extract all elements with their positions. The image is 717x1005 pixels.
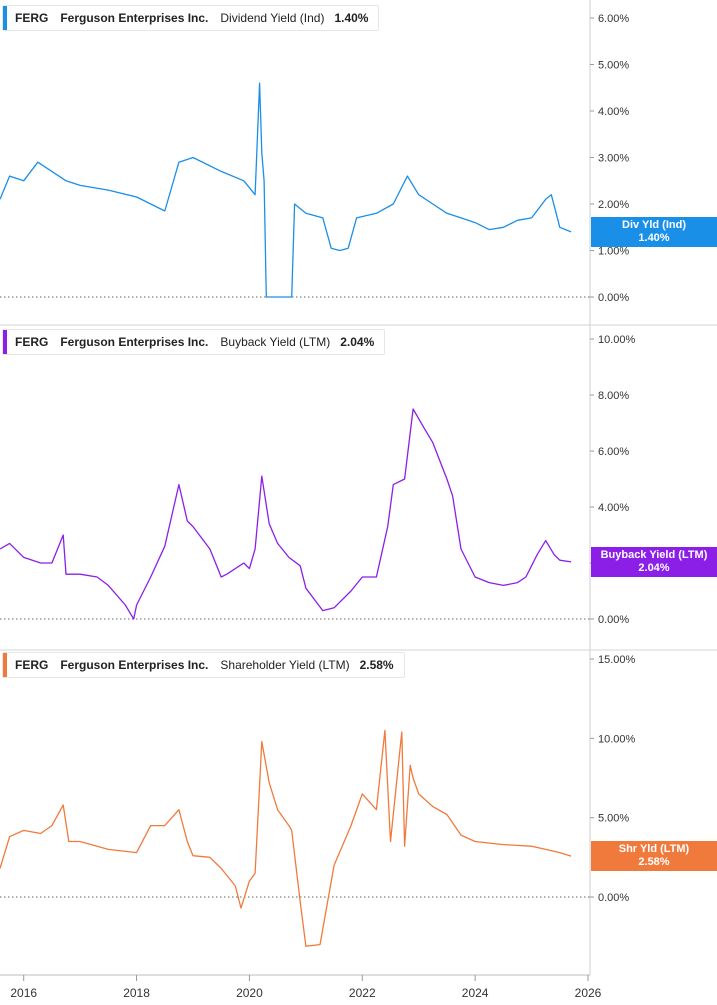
y-tick-label: 0.00%	[598, 892, 629, 904]
series-swatch	[3, 653, 7, 677]
current-value-badge-shareholder: Shr Yld (LTM) 2.58%	[591, 841, 717, 871]
legend-dividend-yield: FERG Ferguson Enterprises Inc. Dividend …	[2, 5, 380, 31]
y-tick-label: 5.00%	[598, 813, 629, 825]
series-line	[0, 408, 572, 620]
y-tick-label: 10.00%	[598, 733, 636, 745]
legend-value: 2.04%	[340, 335, 375, 349]
y-tick-label: 6.00%	[598, 13, 629, 25]
legend-ticker: FERG	[15, 658, 49, 672]
legend-buyback-yield: FERG Ferguson Enterprises Inc. Buyback Y…	[2, 329, 386, 355]
series-line	[0, 729, 572, 947]
legend-company: Ferguson Enterprises Inc.	[60, 335, 209, 349]
y-tick-label: 2.00%	[598, 199, 629, 211]
legend-metric: Shareholder Yield (LTM)	[220, 658, 350, 672]
y-tick-label: 1.00%	[598, 246, 629, 258]
legend-metric: Dividend Yield (Ind)	[220, 11, 325, 25]
legend-ticker: FERG	[15, 11, 49, 25]
x-tick-label: 2024	[462, 986, 489, 1000]
x-tick-label: 2020	[236, 986, 263, 1000]
legend-metric: Buyback Yield (LTM)	[220, 335, 331, 349]
legend-value: 1.40%	[334, 11, 369, 25]
badge-value: 2.04%	[638, 562, 670, 574]
x-tick-label: 2018	[123, 986, 150, 1000]
y-tick-label: 15.00%	[598, 654, 636, 666]
y-tick-label: 3.00%	[598, 153, 629, 165]
y-tick-label: 6.00%	[598, 446, 629, 458]
y-tick-label: 10.00%	[598, 334, 636, 346]
x-tick-label: 2022	[349, 986, 376, 1000]
series-swatch	[3, 6, 7, 30]
current-value-badge-buyback: Buyback Yield (LTM) 2.04%	[591, 547, 717, 577]
series-swatch	[3, 330, 7, 354]
x-tick-label: 2026	[575, 986, 602, 1000]
current-value-badge-dividend: Div Yld (Ind) 1.40%	[591, 217, 717, 247]
series-line	[0, 82, 572, 298]
badge-label: Div Yld (Ind)	[622, 219, 686, 231]
y-tick-label: 8.00%	[598, 390, 629, 402]
legend-company: Ferguson Enterprises Inc.	[60, 11, 209, 25]
badge-label: Buyback Yield (LTM)	[600, 549, 708, 561]
legend-company: Ferguson Enterprises Inc.	[60, 658, 209, 672]
x-tick-label: 2016	[10, 986, 37, 1000]
badge-value: 2.58%	[638, 856, 670, 868]
y-tick-label: 0.00%	[598, 614, 629, 626]
y-tick-label: 4.00%	[598, 502, 629, 514]
legend-shareholder-yield: FERG Ferguson Enterprises Inc. Sharehold…	[2, 652, 405, 678]
y-tick-label: 5.00%	[598, 60, 629, 72]
y-tick-label: 4.00%	[598, 106, 629, 118]
legend-value: 2.58%	[359, 658, 394, 672]
badge-label: Shr Yld (LTM)	[618, 843, 690, 855]
y-tick-label: 0.00%	[598, 292, 629, 304]
legend-ticker: FERG	[15, 335, 49, 349]
badge-value: 1.40%	[638, 232, 670, 244]
